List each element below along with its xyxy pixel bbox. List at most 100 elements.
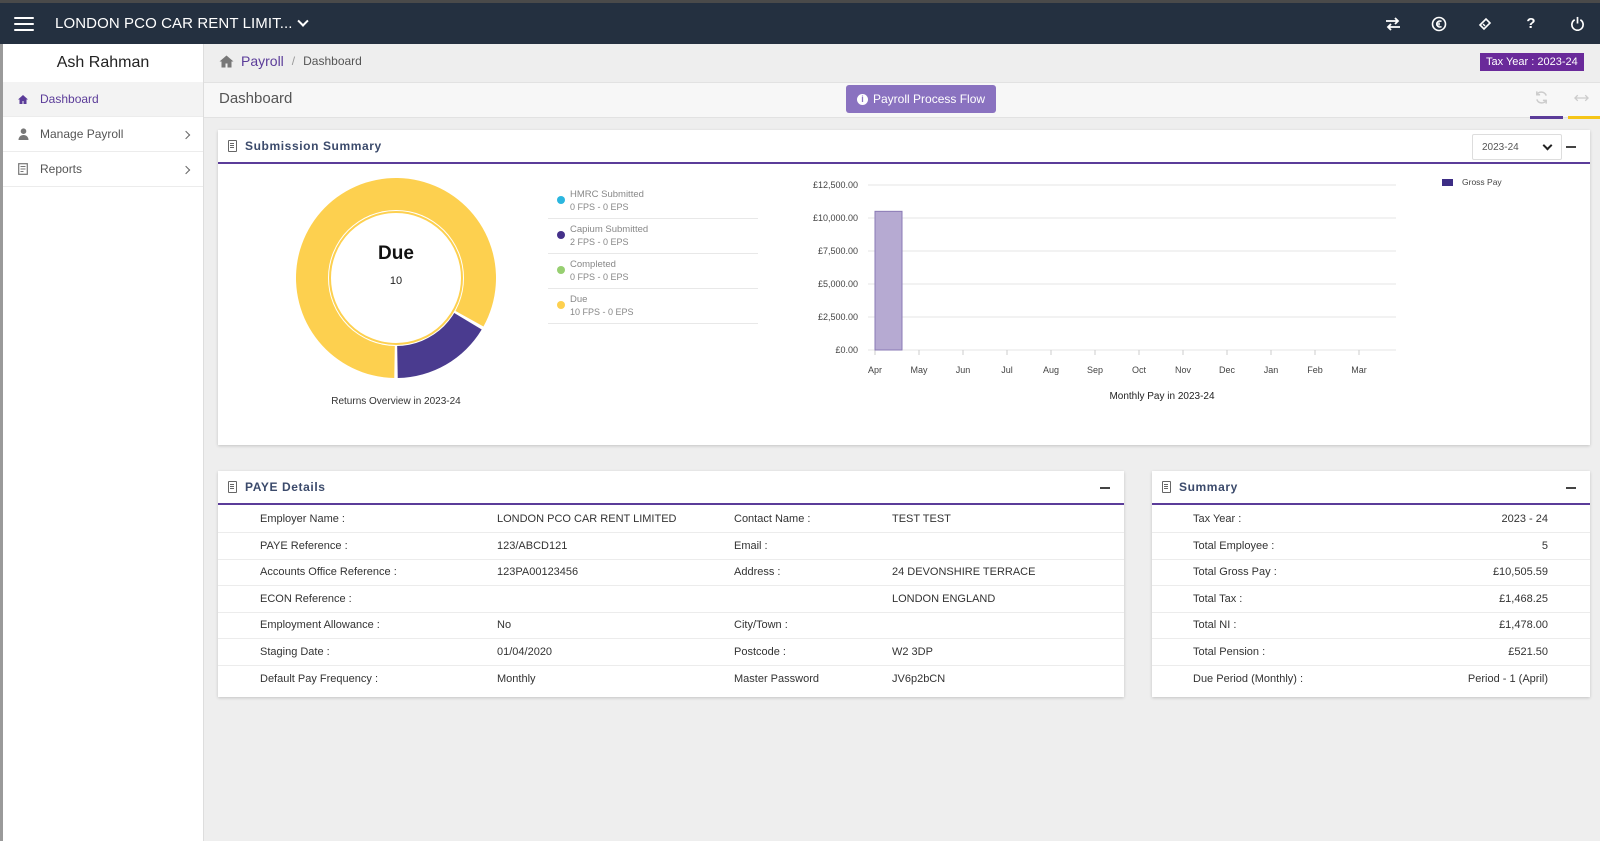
field-label: Employer Name : [260,506,497,533]
field-label: Employment Allowance : [260,612,497,639]
info-icon: i [857,93,868,105]
sidebar-item-manage-payroll[interactable]: Manage Payroll [3,117,203,152]
currency-icon[interactable] [1416,4,1462,44]
returns-legend: HMRC Submitted 0 FPS - 0 EPS Capium Subm… [548,184,758,324]
table-row: Due Period (Monthly) : Period - 1 (April… [1152,665,1590,692]
field-value: LONDON PCO CAR RENT LIMITED [497,506,734,533]
table-row: Total Tax : £1,468.25 [1152,585,1590,613]
swap-icon[interactable] [1370,4,1416,44]
refresh-tab-underline [1530,116,1563,119]
company-switcher[interactable]: LONDON PCO CAR RENT LIMIT... [55,15,309,32]
table-row: Total Gross Pay : £10,505.59 [1152,559,1590,586]
table-row: ECON Reference : LONDON ENGLAND [218,585,1124,613]
home-icon[interactable] [219,55,234,68]
user-name: Ash Rahman [56,54,150,71]
summary-label: Total NI : [1193,612,1382,639]
field-value [892,532,1124,560]
donut-center-label: Due [378,243,414,264]
collapse-icon[interactable] [1566,146,1576,148]
field-value [892,612,1124,639]
table-row: Total Pension : £521.50 [1152,638,1590,666]
summary-label: Due Period (Monthly) : [1193,672,1304,685]
breadcrumb-payroll-link[interactable]: Payroll [241,53,284,69]
collapse-icon[interactable] [1566,487,1576,489]
legend-label: Gross Pay [1462,177,1502,187]
x-tick-label: Jun [956,365,971,375]
user-icon [17,128,29,140]
top-navbar: LONDON PCO CAR RENT LIMIT... ? [0,0,1600,44]
field-label: PAYE Reference : [260,532,497,560]
table-row: Tax Year : 2023 - 24 [1152,506,1590,533]
donut-center-value: 10 [389,275,403,287]
summary-value: £521.50 [1381,638,1590,666]
x-tick-label: Jul [1001,365,1013,375]
field-label: Email : [734,532,892,560]
panel-header: PAYE Details [218,471,1124,505]
summary-label: Total Pension : [1193,638,1382,666]
help-icon[interactable]: ? [1508,4,1554,44]
document-icon [17,163,29,175]
legend-sub: 0 FPS - 0 EPS [570,272,629,282]
home-icon [17,93,29,105]
field-label: Address : [734,559,892,586]
legend-item-capium-submitted: Capium Submitted 2 FPS - 0 EPS [548,219,758,254]
table-row: Total NI : £1,478.00 [1152,612,1590,639]
field-value: TEST TEST [892,506,1124,533]
x-tick-label: Apr [868,365,882,375]
sidebar-item-reports[interactable]: Reports [3,152,203,187]
company-name: LONDON PCO CAR RENT LIMIT... [55,15,293,32]
paye-details-table: Employer Name : LONDON PCO CAR RENT LIMI… [218,506,1124,692]
legend-dot [557,196,565,204]
legend-item-due: Due 10 FPS - 0 EPS [548,289,758,324]
help-glyph: ? [1526,15,1536,32]
legend-item-hmrc-submitted: HMRC Submitted 0 FPS - 0 EPS [548,184,758,219]
summary-label: Total Tax : [1193,585,1382,613]
panel-header: Submission Summary 2023-24 [218,130,1590,164]
x-tick-label: Sep [1087,365,1103,375]
panel-title: Summary [1179,480,1238,494]
field-label: Master Password [734,672,819,685]
summary-value: 5 [1381,532,1590,560]
sidebar-item-dashboard[interactable]: Dashboard [3,82,203,117]
summary-label: Total Gross Pay : [1193,559,1382,586]
field-value: 123PA00123456 [497,559,734,586]
tax-year-badge: Tax Year : 2023-24 [1480,53,1584,71]
x-tick-label: Dec [1219,365,1236,375]
year-select[interactable]: 2023-24 [1472,134,1562,160]
bar-apr[interactable] [874,210,903,351]
summary-table: Tax Year : 2023 - 24 Total Employee : 5 … [1152,506,1590,692]
field-label: Accounts Office Reference : [260,559,497,586]
legend-sub: 2 FPS - 0 EPS [570,237,629,247]
payroll-process-flow-button[interactable]: i Payroll Process Flow [846,85,997,113]
table-row: Accounts Office Reference : 123PA0012345… [218,559,1124,586]
legend-label: Capium Submitted [570,224,649,235]
field-value: 01/04/2020 [497,638,734,666]
summary-value: £10,505.59 [1381,559,1590,586]
field-value: JV6p2bCN [892,672,946,685]
flow-button-label: Payroll Process Flow [873,92,986,106]
legend-dot [557,301,565,309]
menu-icon[interactable] [14,16,34,31]
x-tick-label: Aug [1043,365,1059,375]
x-tick-label: Feb [1307,365,1323,375]
y-tick-label: £7,500.00 [818,246,858,256]
collapse-icon[interactable] [1100,487,1110,489]
power-icon[interactable] [1554,4,1600,44]
legend-label: HMRC Submitted [570,189,644,200]
y-tick-label: £0.00 [835,345,858,355]
y-tick-label: £12,500.00 [813,180,858,190]
refresh-icon[interactable] [1530,90,1552,112]
legend-dot [557,231,565,239]
field-value: 123/ABCD121 [497,532,734,560]
breadcrumb: Payroll / Dashboard [219,52,362,70]
field-label: Staging Date : [260,638,497,666]
ticket-icon[interactable] [1462,4,1508,44]
monthly-pay-bar-chart: £0.00 £2,500.00 £5,000.00 £7,500.00 £10,000.… [813,177,1502,402]
expand-icon[interactable] [1570,90,1592,112]
x-tick-label: May [910,365,928,375]
panel-document-icon [228,140,237,152]
summary-label: Total Employee : [1193,532,1382,560]
panel-title: PAYE Details [245,480,326,494]
y-tick-label: £2,500.00 [818,312,858,322]
legend-swatch [1442,179,1453,186]
